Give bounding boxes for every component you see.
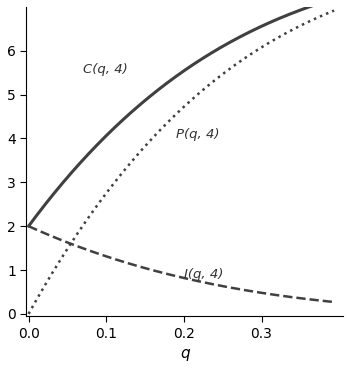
Text: I(q, 4): I(q, 4) [184, 268, 223, 281]
X-axis label: q: q [180, 346, 189, 361]
Text: P(q, 4): P(q, 4) [176, 128, 219, 141]
Text: C(q, 4): C(q, 4) [83, 63, 128, 76]
